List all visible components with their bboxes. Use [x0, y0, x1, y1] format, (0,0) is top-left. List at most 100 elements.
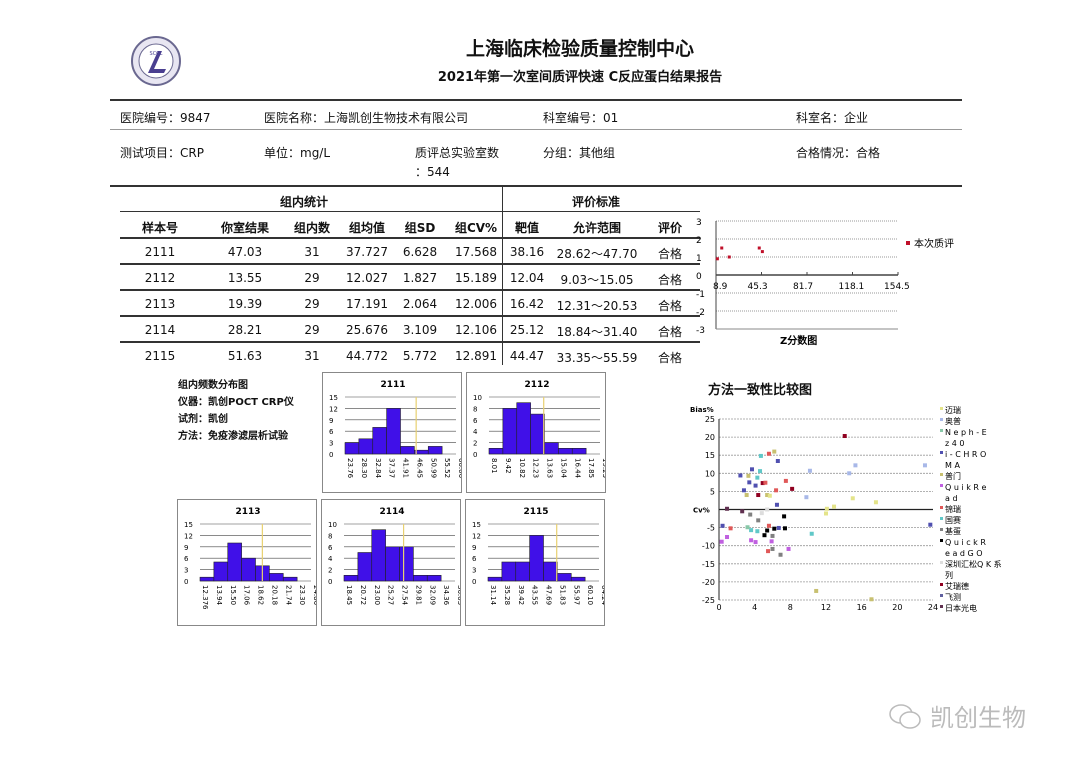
y-tick: -20 — [702, 578, 715, 587]
histogram-bar — [487, 576, 503, 582]
y-tick: 6 — [472, 555, 477, 563]
y-tick: 12 — [472, 532, 481, 540]
method-point — [753, 540, 758, 545]
method: 方法：免疫渗滤层析试验 — [178, 431, 288, 442]
histogram-bar — [399, 546, 414, 582]
legend-label: 普门 — [945, 471, 961, 481]
org-title: 上海临床检验质量控制中心 — [465, 38, 694, 60]
method-point — [760, 481, 765, 486]
method-point — [824, 506, 829, 511]
x-tick: 25.27 — [387, 585, 395, 605]
legend-label: 基蛋 — [945, 526, 961, 536]
histogram-title: 2115 — [523, 507, 548, 517]
table-cell: 9.03～15.05 — [560, 273, 634, 287]
x-tick: 4 — [752, 603, 757, 612]
hospital-name: 医院名称：上海凯创生物技术有限公司 — [264, 111, 469, 125]
method-point — [766, 549, 771, 554]
method-point — [741, 488, 746, 493]
legend-label: z 4 0 — [945, 439, 964, 448]
table-cell: 13.55 — [227, 271, 263, 285]
method-point — [824, 511, 828, 516]
x-tick: 39.42 — [517, 585, 525, 605]
y-tick: 0 — [473, 451, 477, 459]
legend-marker — [940, 484, 943, 487]
y-tick: -1 — [696, 290, 705, 300]
histogram-2111: 2111 0 3 6 9 12 15 23.76 28.30 32.84 37.37 41.91 46.… — [322, 372, 462, 493]
histogram-bar — [529, 535, 544, 582]
table-cell: 28.62～47.70 — [556, 247, 638, 261]
histogram-bar — [282, 576, 298, 582]
y-tick: 0 — [184, 578, 188, 586]
method-point — [748, 512, 753, 517]
table-cell: 31 — [304, 349, 320, 363]
histogram-bar — [426, 575, 442, 582]
legend-label: e a d G O — [945, 549, 983, 558]
legend-marker — [940, 429, 943, 432]
table-cell: 15.189 — [455, 271, 497, 285]
histogram-bar — [344, 442, 360, 455]
table-cell: 19.39 — [227, 297, 263, 311]
z-point — [760, 250, 764, 254]
table-cell: 25.12 — [509, 323, 545, 337]
histogram-bar — [530, 413, 545, 455]
table-cell: 44.47 — [509, 349, 545, 363]
table-cell: 31 — [304, 245, 320, 259]
y-tick: 12 — [329, 405, 338, 413]
method-point — [756, 493, 761, 498]
table-cell: 12.027 — [346, 271, 388, 285]
unit: 单位：mg/L — [264, 146, 331, 160]
y-tick: -25 — [702, 596, 715, 605]
method-point — [770, 546, 775, 551]
table-cell: 29 — [304, 323, 320, 337]
legend-label: 深圳汇松Q K 系 — [945, 559, 1002, 569]
x-tick: 41.91 — [402, 458, 410, 478]
histogram-title: 2114 — [379, 507, 404, 517]
method-point — [842, 434, 847, 439]
x-tick: 17.06 — [243, 585, 251, 606]
histogram-bar — [385, 546, 400, 582]
histogram-bar — [543, 561, 558, 582]
table-cell: 2.064 — [402, 297, 438, 311]
x-tick: 118.1 — [839, 282, 865, 292]
report-title: 2021年第一次室间质评快速 C反应蛋白结果报告 — [437, 70, 723, 85]
x-tick: 34.36 — [442, 585, 450, 606]
x-tick: 13.63 — [546, 458, 554, 478]
hospital-id: 医院编号：9847 — [120, 111, 211, 125]
legend-marker — [906, 241, 910, 245]
table-cell: 18.84～31.40 — [556, 325, 638, 339]
z-score-chart: 3 2 1 0 -1 -2 -3 8.9 45.3 81.7 118.1 154.5 本次质评 Z分数图 — [696, 218, 954, 347]
method-point — [753, 483, 758, 488]
legend-marker — [940, 528, 943, 531]
x-tick: 81.7 — [793, 282, 813, 292]
x-tick: 24 — [928, 603, 938, 612]
x-tick: 36.63 — [456, 585, 461, 605]
y-tick: 15 — [184, 521, 193, 529]
histogram-bar — [570, 576, 586, 582]
x-tick: 12.23 — [532, 458, 540, 478]
table-cell: 12.31～20.53 — [556, 299, 638, 313]
histogram-bar — [269, 573, 284, 582]
x-tick: 31.14 — [489, 585, 497, 606]
method-point — [766, 523, 771, 528]
y-tick: 10 — [328, 521, 337, 529]
table-cell: 44.772 — [346, 349, 388, 363]
reagent: 试剂：凯创 — [178, 414, 228, 425]
table-cell: 37.727 — [346, 245, 388, 259]
y-tick: 6 — [184, 555, 189, 563]
y-tick: 2 — [328, 567, 332, 575]
table-cell: 12.04 — [509, 271, 545, 285]
y-tick: 0 — [472, 578, 476, 586]
histogram-bar — [558, 448, 573, 455]
group-stats-header: 组内统计 — [280, 195, 329, 209]
table-cell: 38.16 — [509, 245, 545, 259]
method-chart-title: 方法一致性比较图 — [708, 383, 813, 398]
y-tick: 10 — [705, 469, 715, 478]
x-tick: 55.52 — [443, 458, 451, 478]
legend-marker — [940, 594, 943, 597]
svg-text:SCCL: SCCL — [150, 51, 163, 57]
method-point — [850, 496, 855, 501]
legend-label: a d — [945, 494, 958, 503]
method-point — [774, 502, 779, 507]
histogram-bar — [544, 442, 559, 455]
eval-criteria-header: 评价标准 — [572, 195, 621, 209]
